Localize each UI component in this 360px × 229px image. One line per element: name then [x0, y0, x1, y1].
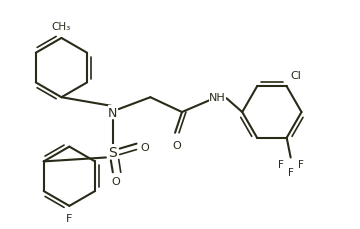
Text: NH: NH	[209, 93, 226, 103]
Text: O: O	[111, 177, 120, 186]
Text: O: O	[140, 142, 149, 152]
Text: F: F	[66, 213, 73, 223]
Text: N: N	[108, 106, 117, 119]
Text: Cl: Cl	[291, 71, 302, 81]
Text: F: F	[278, 160, 284, 170]
Text: S: S	[108, 145, 117, 159]
Text: O: O	[173, 140, 181, 150]
Text: F: F	[288, 168, 294, 177]
Text: CH₃: CH₃	[52, 22, 71, 32]
Text: F: F	[298, 160, 303, 170]
